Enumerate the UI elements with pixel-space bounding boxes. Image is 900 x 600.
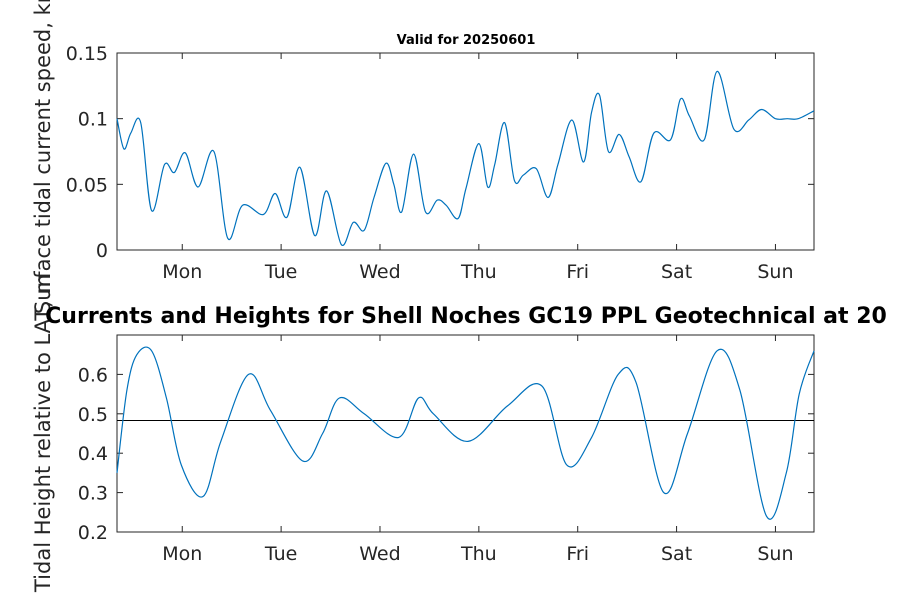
current-x-tick-label: Thu bbox=[460, 261, 497, 283]
height-x-tick-label: Sun bbox=[757, 543, 793, 565]
height-x-tick-label: Mon bbox=[162, 543, 202, 565]
height-x-tick-label: Fri bbox=[566, 543, 589, 565]
current-x-tick-label: Wed bbox=[359, 261, 400, 283]
height-x-tick-label: Sat bbox=[661, 543, 692, 565]
current-speed-series-line bbox=[116, 70, 815, 246]
height-y-axis-label: Tidal Height relative to LAT, m bbox=[31, 274, 55, 593]
current-chart-title: Valid for 20250601 bbox=[397, 33, 536, 48]
height-x-tick-label: Wed bbox=[359, 543, 400, 565]
current-x-tick-label: Sat bbox=[661, 261, 692, 283]
height-plot-area bbox=[116, 334, 815, 533]
tidal-height-chart: 0.2 0.3 0.4 0.5 0.6 Mon Tue Wed Thu Fri Sat Sun bbox=[78, 334, 815, 565]
current-x-tick-label: Mon bbox=[162, 261, 202, 283]
height-x-tick-label: Tue bbox=[264, 543, 297, 565]
main-title: Currents and Heights for Shell Noches GC… bbox=[45, 304, 887, 329]
height-y-tick-label: 0.3 bbox=[78, 483, 108, 505]
tidal-height-series-line bbox=[116, 346, 815, 520]
current-y-tick-label: 0.1 bbox=[78, 109, 108, 131]
current-x-tick-label: Fri bbox=[566, 261, 589, 283]
height-y-tick-label: 0.6 bbox=[78, 364, 108, 386]
current-y-tick-label: 0 bbox=[96, 240, 108, 262]
current-y-tick-label: 0.15 bbox=[66, 43, 108, 65]
height-y-tick-label: 0.2 bbox=[78, 522, 108, 544]
height-x-tick-label: Thu bbox=[460, 543, 497, 565]
height-y-tick-label: 0.4 bbox=[78, 443, 108, 465]
height-tick-layer: 0.2 0.3 0.4 0.5 0.6 Mon Tue Wed Thu Fri Sat Sun bbox=[78, 335, 814, 565]
current-y-axis-label: Surface tidal current speed, kn bbox=[31, 0, 55, 314]
current-tick-layer: 0 0.05 0.1 0.15 Mon Tue Wed Thu Fri Sat Sun bbox=[66, 43, 814, 283]
current-x-tick-label: Sun bbox=[757, 261, 793, 283]
current-speed-chart: Valid for 20250601 0 0.05 0.1 0.15 Mon Tue Wed… bbox=[66, 33, 815, 283]
current-plot-area bbox=[116, 52, 815, 251]
height-y-tick-label: 0.5 bbox=[78, 404, 108, 426]
current-x-tick-label: Tue bbox=[264, 261, 297, 283]
current-y-tick-label: 0.05 bbox=[66, 174, 108, 196]
